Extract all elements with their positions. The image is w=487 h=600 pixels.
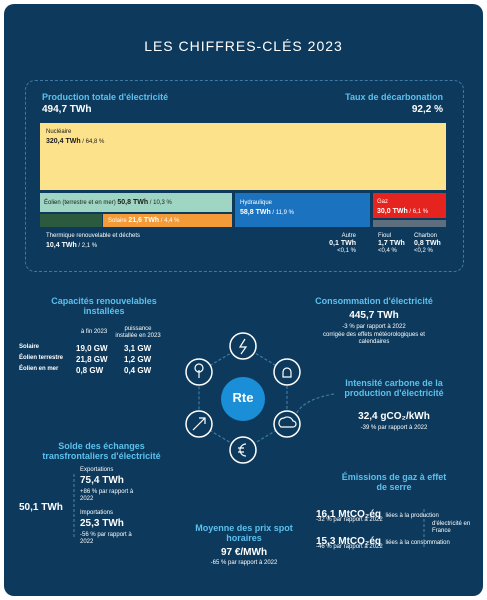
source-value: 30,0 TWh xyxy=(377,208,408,215)
capacities-title: Capacités renouvelables installées xyxy=(51,296,157,317)
source-value: 21,6 TWh xyxy=(128,217,160,224)
source-share: / 6,1 % xyxy=(409,209,429,215)
capacity-value: 0,8 GW xyxy=(76,366,104,375)
source-share: / 11,9 % xyxy=(272,210,294,216)
imports-label: Importations xyxy=(80,510,114,516)
capacities-col: puissance installée en 2023 xyxy=(115,326,161,339)
emissions-label: liées à la production xyxy=(385,513,439,519)
capacity-value: 19,0 GW xyxy=(76,344,108,353)
exports-change: +86 % par rapport à 2022 xyxy=(80,489,134,502)
consumption-title: Consommation d'électricité xyxy=(315,296,433,306)
consumption-change: -3 % par rapport à 2022 xyxy=(342,324,406,330)
spot-title: Moyenne des prix spot horaires xyxy=(195,523,293,544)
capacity-value: 1,2 GW xyxy=(124,355,152,364)
capacity-row-label: Éolien terrestre xyxy=(19,355,64,361)
source-value: 58,8 TWh xyxy=(240,209,271,216)
decarbonation-value: 92,2 % xyxy=(411,104,443,115)
source-share: / 2,1 % xyxy=(78,243,98,249)
source-share: / 10,3 % xyxy=(149,200,172,206)
source-value: 0,8 TWh xyxy=(414,239,441,247)
decarbonation-label: Taux de décarbonation xyxy=(345,92,443,102)
source-name: Fioul xyxy=(378,233,392,239)
source-value: 320,4 TWh xyxy=(46,138,81,145)
source-name: Thermique renouvelable et déchets xyxy=(46,233,141,239)
exports-value: 75,4 TWh xyxy=(80,475,124,486)
capacity-row-label: Solaire xyxy=(19,344,40,350)
imports-value: 25,3 TWh xyxy=(80,518,124,529)
source-share: / 64,8 % xyxy=(82,139,105,145)
exports-label: Exportations xyxy=(80,467,114,473)
source-name: Éolien (terrestre et en mer) xyxy=(44,200,116,206)
consumption-value: 445,7 TWh xyxy=(349,310,399,321)
capacity-value: 3,1 GW xyxy=(124,344,152,353)
hub xyxy=(73,332,425,549)
emissions-value: 15,3 MtCO₂éq xyxy=(316,536,382,547)
nuclear-block xyxy=(40,123,446,190)
source-value: 50,8 TWh xyxy=(117,199,149,206)
exchanges-title: Solde des échanges transfrontaliers d'él… xyxy=(42,441,161,462)
solar-block xyxy=(103,214,232,227)
wind-block xyxy=(40,193,232,212)
emissions-change: -46 % par rapport à 2022 xyxy=(316,544,383,550)
spot-change: -65 % par rapport à 2022 xyxy=(210,560,278,566)
source-name: Nucléaire xyxy=(46,129,72,135)
carbon-title: Intensité carbone de la production d'éle… xyxy=(344,378,444,399)
emissions-label: liées à la consommation xyxy=(385,540,450,546)
emissions-change: -32 % par rapport à 2022 xyxy=(316,517,383,523)
emissions-value: 16,1 MtCO₂éq xyxy=(316,509,382,520)
source-name: Charbon xyxy=(414,233,438,239)
production-value: 494,7 TWh xyxy=(42,104,92,115)
source-name: Gaz xyxy=(377,199,389,205)
source-name: Solaire xyxy=(108,218,127,224)
production-label: Production totale d'électricité xyxy=(42,92,169,102)
imports-change: -56 % par rapport à 2022 xyxy=(80,532,132,545)
source-share: <0,4 % xyxy=(378,247,397,254)
gas-block xyxy=(373,193,446,218)
source-value: 10,4 TWh xyxy=(46,242,77,249)
source-name: Autre xyxy=(341,233,356,239)
source-value: 0,1 TWh xyxy=(329,239,356,247)
consumption-note: corrigée des effets météorologiques et c… xyxy=(323,332,425,345)
exchanges-balance: 50,1 TWh xyxy=(19,502,63,513)
source-share: <0,2 % xyxy=(414,247,433,254)
thermal-block xyxy=(40,214,102,227)
carbon-change: -39 % par rapport à 2022 xyxy=(360,425,428,431)
infographic: LES CHIFFRES-CLÉS 2023 Production totale… xyxy=(4,4,483,596)
other-block xyxy=(373,220,446,227)
emissions-title: Émissions de gaz à effet de serre xyxy=(341,472,447,493)
capacity-value: 21,8 GW xyxy=(76,355,108,364)
spot-value: 97 €/MWh xyxy=(220,547,268,558)
emissions-scope: d'électricité en France xyxy=(432,521,471,534)
source-share: / 4,4 % xyxy=(160,218,180,224)
production-frame xyxy=(25,80,464,272)
capacity-value: 0,4 GW xyxy=(124,366,152,375)
capacity-row-label: Éolien en mer xyxy=(19,366,59,372)
source-share: <0,1 % xyxy=(337,247,356,254)
source-value: 1,7 TWh xyxy=(378,239,405,247)
logo: Rte xyxy=(232,390,254,405)
hydro-block xyxy=(235,193,370,227)
source-name: Hydraulique xyxy=(240,200,273,206)
carbon-value: 32,4 gCO₂/kWh xyxy=(358,411,430,422)
capacities-col: à fin 2023 xyxy=(80,329,108,335)
title: LES CHIFFRES-CLÉS 2023 xyxy=(144,38,343,54)
